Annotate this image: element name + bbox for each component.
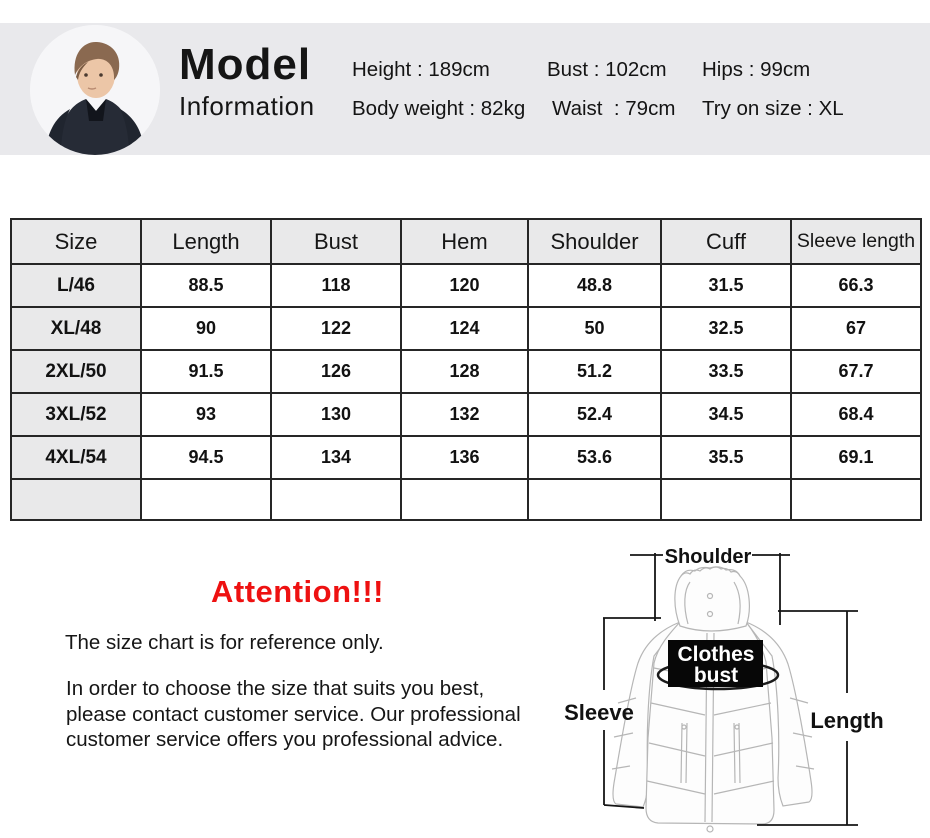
size-cell: L/46 — [10, 263, 142, 308]
stat-hips: Hips : 99cm — [702, 58, 811, 81]
table-cell: 124 — [400, 306, 529, 351]
table-cell — [790, 478, 922, 521]
table-cell: 118 — [270, 263, 402, 308]
table-row: XL/48 90 122 124 50 32.5 67 — [10, 306, 922, 351]
table-row: 2XL/50 91.5 126 128 51.2 33.5 67.7 — [10, 349, 922, 394]
table-row-empty — [10, 478, 922, 521]
table-cell — [400, 478, 529, 521]
stat-height: Height : 189cm — [352, 58, 490, 81]
table-cell: 88.5 — [140, 263, 272, 308]
header-size: Size — [10, 218, 142, 265]
model-info-subtitle: Information — [179, 91, 315, 121]
table-cell: 130 — [270, 392, 402, 437]
table-cell: 50 — [527, 306, 662, 351]
model-photo — [30, 25, 160, 155]
table-cell: 34.5 — [660, 392, 792, 437]
table-cell: 134 — [270, 435, 402, 480]
table-cell: 90 — [140, 306, 272, 351]
length-label: Length — [810, 708, 883, 733]
table-row: 4XL/54 94.5 134 136 53.6 35.5 69.1 — [10, 435, 922, 480]
table-cell: 93 — [140, 392, 272, 437]
table-cell: 48.8 — [527, 263, 662, 308]
table-cell: 126 — [270, 349, 402, 394]
jacket-measurement-diagram: Clothes bust Shoulder Sleeve Length — [540, 538, 930, 838]
table-row: L/46 88.5 118 120 48.8 31.5 66.3 — [10, 263, 922, 308]
clothes-bust-label-line1: Clothes — [677, 643, 754, 666]
stat-waist: Waist : 79cm — [552, 97, 676, 120]
table-cell: 67.7 — [790, 349, 922, 394]
header-hem: Hem — [400, 218, 529, 265]
header-length: Length — [140, 218, 272, 265]
table-cell: 94.5 — [140, 435, 272, 480]
table-cell — [140, 478, 272, 521]
table-cell — [270, 478, 402, 521]
size-cell: 3XL/52 — [10, 392, 142, 437]
size-table: Size Length Bust Hem Shoulder Cuff Sleev… — [10, 218, 922, 521]
table-cell: 31.5 — [660, 263, 792, 308]
table-cell: 136 — [400, 435, 529, 480]
table-cell: 69.1 — [790, 435, 922, 480]
model-info-title: Model — [179, 40, 312, 89]
table-cell: 67 — [790, 306, 922, 351]
table-cell: 120 — [400, 263, 529, 308]
table-cell: 52.4 — [527, 392, 662, 437]
attention-heading: Attention!!! — [211, 574, 384, 609]
table-cell: 128 — [400, 349, 529, 394]
model-info-title-block: Model Information — [179, 40, 315, 122]
clothes-bust-label-line2: bust — [694, 664, 738, 687]
table-row: 3XL/52 93 130 132 52.4 34.5 68.4 — [10, 392, 922, 437]
table-cell: 132 — [400, 392, 529, 437]
note-contact-service: In order to choose the size that suits y… — [66, 677, 521, 751]
header-bust: Bust — [270, 218, 402, 265]
jacket-diagram-svg: Clothes bust Shoulder Sleeve Length — [564, 546, 884, 833]
jacket-drawing — [611, 566, 815, 833]
header-shoulder: Shoulder — [527, 218, 662, 265]
measurement-lines — [603, 553, 858, 826]
stat-bust: Bust : 102cm — [547, 58, 667, 81]
header-cuff: Cuff — [660, 218, 792, 265]
note-reference-only: The size chart is for reference only. — [65, 631, 384, 654]
size-cell — [10, 478, 142, 521]
table-cell: 35.5 — [660, 435, 792, 480]
table-cell: 91.5 — [140, 349, 272, 394]
sleeve-label: Sleeve — [564, 700, 634, 725]
table-cell: 32.5 — [660, 306, 792, 351]
size-cell: 4XL/54 — [10, 435, 142, 480]
clothes-bust-box — [668, 640, 763, 687]
size-table-header-row: Size Length Bust Hem Shoulder Cuff Sleev… — [10, 218, 922, 265]
model-portrait-illustration — [30, 25, 160, 155]
table-cell: 33.5 — [660, 349, 792, 394]
stat-body-weight: Body weight : 82kg — [352, 97, 526, 120]
table-cell: 122 — [270, 306, 402, 351]
table-cell: 51.2 — [527, 349, 662, 394]
table-cell: 66.3 — [790, 263, 922, 308]
size-cell: XL/48 — [10, 306, 142, 351]
size-cell: 2XL/50 — [10, 349, 142, 394]
stat-try-on-size: Try on size : XL — [702, 97, 844, 120]
model-info-banner: Model Information Height : 189cm Bust : … — [0, 23, 930, 155]
table-cell — [660, 478, 792, 521]
table-cell: 68.4 — [790, 392, 922, 437]
header-sleeve-length: Sleeve length — [790, 218, 922, 265]
shoulder-label: Shoulder — [665, 546, 752, 568]
table-cell: 53.6 — [527, 435, 662, 480]
table-cell — [527, 478, 662, 521]
